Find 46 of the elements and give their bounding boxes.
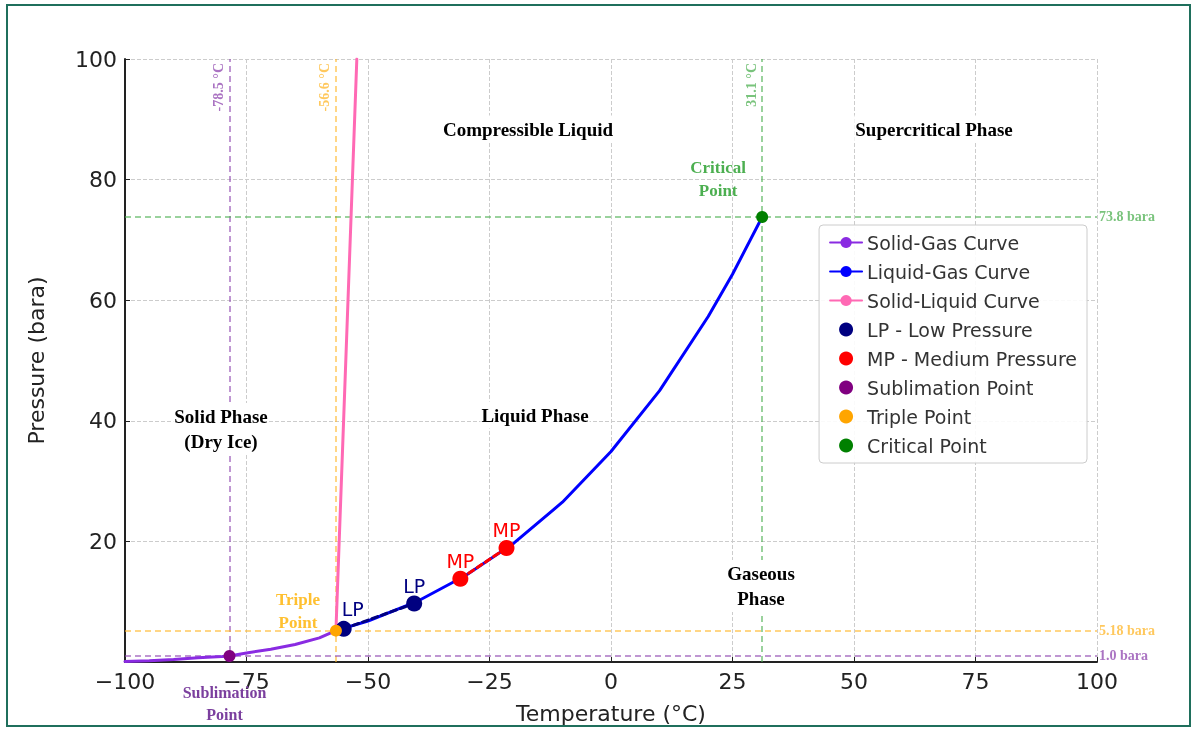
ref-line-label: 5.18 bara xyxy=(1099,623,1155,639)
ref-line-label: -56.6 °C xyxy=(317,63,333,112)
point xyxy=(406,595,423,612)
point xyxy=(498,540,515,557)
legend-label: Solid-Gas Curve xyxy=(867,231,1020,254)
y-tick-label: 80 xyxy=(89,167,117,193)
annotation: Liquid Phase xyxy=(481,404,589,426)
x-tick-label: 50 xyxy=(840,668,868,694)
y-tick-label: 100 xyxy=(75,46,117,72)
point xyxy=(329,624,342,637)
annotation: Solid Phase (Dry Ice) xyxy=(174,406,268,453)
point xyxy=(452,570,469,587)
legend-label: Liquid-Gas Curve xyxy=(867,260,1031,283)
annotation: Gaseous Phase xyxy=(727,563,795,609)
annotation: Supercritical Phase xyxy=(855,118,1013,140)
y-tick-label: 20 xyxy=(89,528,117,554)
legend-label: LP - Low Pressure xyxy=(867,318,1033,341)
legend-label: MP - Medium Pressure xyxy=(867,347,1078,370)
annotation: Triple Point xyxy=(275,589,321,632)
y-tick-label: 60 xyxy=(89,287,117,313)
annotation: LP xyxy=(341,597,364,620)
x-tick-label: −100 xyxy=(94,668,156,694)
x-tick-label: 0 xyxy=(604,668,618,694)
y-tick-label: 40 xyxy=(89,408,117,434)
legend-label: Solid-Liquid Curve xyxy=(867,289,1040,312)
point xyxy=(756,210,769,223)
x-tick-label: 100 xyxy=(1076,668,1118,694)
ref-line-label: 73.8 bara xyxy=(1099,209,1155,225)
ref-line-label: 1.0 bara xyxy=(1099,648,1148,664)
annotation: LP xyxy=(403,574,426,597)
ref-line-label: -78.5 °C xyxy=(210,63,226,112)
x-tick-label: −25 xyxy=(466,668,513,694)
annotation: MP xyxy=(492,519,521,542)
annotation: Compressible Liquid xyxy=(442,118,614,140)
annotation: MP xyxy=(446,549,475,572)
legend-label: Triple Point xyxy=(866,405,972,428)
point xyxy=(223,649,236,662)
legend-label: Critical Point xyxy=(867,434,987,457)
y-axis-title: Pressure (bara) xyxy=(23,276,49,445)
x-tick-label: 75 xyxy=(961,668,990,694)
annotation: Critical Point xyxy=(690,157,747,200)
legend-label: Sublimation Point xyxy=(867,376,1034,399)
x-axis-title: Temperature (°C) xyxy=(515,700,706,726)
ref-line-label: 31.1 °C xyxy=(743,63,759,107)
x-tick-label: −50 xyxy=(344,668,392,694)
x-tick-label: 25 xyxy=(718,668,747,694)
